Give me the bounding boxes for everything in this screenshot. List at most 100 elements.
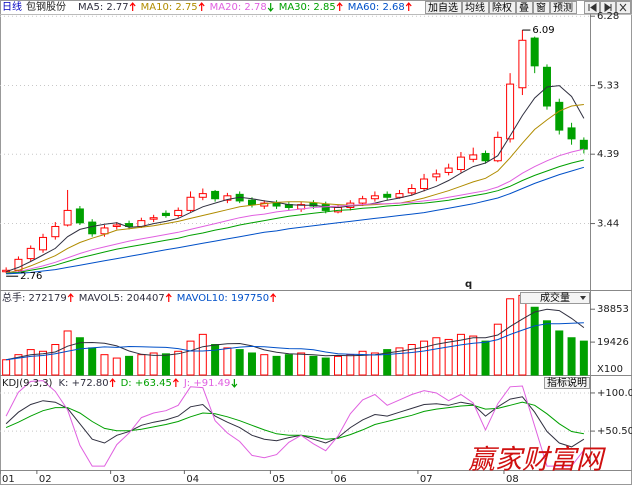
candle-body bbox=[321, 204, 330, 211]
volume-bar bbox=[444, 338, 453, 376]
toolbar-button[interactable] bbox=[550, 1, 577, 14]
candle-body bbox=[149, 217, 158, 220]
selector-box[interactable] bbox=[520, 292, 590, 304]
volume-bar bbox=[530, 306, 539, 376]
volume-bar bbox=[309, 355, 318, 376]
candle-body bbox=[174, 209, 183, 217]
volume-bar bbox=[2, 359, 11, 376]
volume-bar bbox=[346, 354, 355, 376]
x-tick-label: 06 bbox=[334, 474, 347, 485]
trend-arrow bbox=[109, 378, 116, 387]
volume-bar bbox=[51, 344, 60, 376]
series-line bbox=[5, 380, 585, 467]
volume-bar bbox=[284, 354, 293, 376]
trend-arrow bbox=[405, 2, 412, 11]
legend-entry: D: +63.45 bbox=[121, 378, 172, 389]
candle-body bbox=[211, 190, 220, 200]
nav-icon bbox=[619, 3, 627, 12]
x-tick-label: 04 bbox=[186, 474, 199, 485]
series-line bbox=[6, 166, 585, 275]
candle-body bbox=[481, 152, 490, 162]
min-annotation: 2.76 bbox=[20, 271, 42, 282]
legend-entry: MA20: 2.78 bbox=[210, 2, 267, 13]
series-line bbox=[5, 396, 585, 448]
toolbar-button[interactable] bbox=[516, 1, 533, 14]
candle-body bbox=[161, 212, 170, 217]
volume-bar bbox=[223, 347, 232, 376]
x-tick-label: 03 bbox=[113, 474, 126, 485]
candle-body bbox=[383, 193, 392, 198]
candle-body bbox=[39, 236, 48, 251]
trend-arrow bbox=[231, 379, 238, 388]
candle-body bbox=[223, 195, 232, 201]
toolbar-button[interactable] bbox=[462, 1, 489, 14]
candle-body bbox=[370, 195, 379, 200]
volume-bar bbox=[198, 333, 207, 376]
dropdown-icon bbox=[580, 296, 586, 300]
y-tick-label: 3.44 bbox=[597, 219, 619, 230]
series-line bbox=[5, 85, 585, 273]
volume-bar bbox=[272, 355, 281, 376]
period-label: 日线 bbox=[2, 0, 22, 13]
x-tick-label: 08 bbox=[506, 474, 519, 485]
x-tick-label: 07 bbox=[420, 474, 433, 485]
series-line bbox=[6, 159, 585, 274]
volume-bar bbox=[456, 333, 465, 376]
candle-body bbox=[407, 188, 416, 194]
toolbar-button[interactable] bbox=[489, 1, 516, 14]
candle-body bbox=[444, 167, 453, 173]
volume-bar bbox=[579, 340, 588, 376]
toolbar-button[interactable] bbox=[533, 1, 550, 14]
trend-arrow bbox=[336, 2, 343, 11]
candle-body bbox=[456, 156, 465, 171]
toolbar-button[interactable] bbox=[425, 1, 462, 14]
volume-bar bbox=[395, 347, 404, 376]
volume-bar bbox=[481, 340, 490, 376]
volume-bar bbox=[493, 323, 502, 376]
x-tick-label: 05 bbox=[272, 474, 285, 485]
legend-entry: MA10: 2.75 bbox=[141, 2, 198, 13]
candle-body bbox=[334, 206, 343, 213]
candle-body bbox=[530, 37, 539, 67]
legend-entry: MA5: 2.77 bbox=[78, 2, 129, 13]
volume-bar bbox=[39, 350, 48, 376]
nav-icon bbox=[588, 3, 597, 12]
indicator-button[interactable] bbox=[544, 377, 590, 389]
volume-bar bbox=[420, 340, 429, 376]
candle-body bbox=[420, 178, 429, 190]
candle-body bbox=[63, 209, 72, 226]
volume-bar bbox=[260, 354, 269, 376]
candle-body bbox=[579, 139, 588, 150]
y-tick-label: 5.33 bbox=[597, 81, 619, 92]
trend-arrow bbox=[165, 293, 172, 302]
volume-bar bbox=[383, 349, 392, 376]
series-line bbox=[6, 148, 585, 274]
candle-body bbox=[518, 39, 527, 89]
volume-bar bbox=[334, 355, 343, 376]
selector-label: 成交量 bbox=[540, 291, 570, 304]
volume-bar bbox=[211, 344, 220, 376]
candle-body bbox=[272, 202, 281, 207]
legend-entry: J: +91.49 bbox=[183, 378, 231, 389]
candle-body bbox=[100, 227, 109, 235]
volume-bar bbox=[125, 355, 134, 376]
volume-bar bbox=[432, 337, 441, 376]
toolbar-label: 加自选 bbox=[428, 1, 458, 14]
indicator-button-label: 指标说明 bbox=[547, 376, 587, 389]
y-tick-label: 19426 bbox=[597, 337, 629, 348]
volume-bar bbox=[469, 335, 478, 376]
volume-bar bbox=[555, 330, 564, 376]
toolbar-label: 除权 bbox=[492, 1, 512, 14]
volume-bar bbox=[112, 357, 121, 376]
trend-arrow bbox=[270, 293, 277, 302]
legend-entry: MA60: 2.68 bbox=[348, 2, 405, 13]
trend-arrow bbox=[267, 3, 274, 12]
legend-entry: K: +72.80 bbox=[58, 378, 108, 389]
x-tick-label: 02 bbox=[39, 474, 52, 485]
max-annotation: 6.09 bbox=[532, 25, 554, 36]
volume-bar bbox=[247, 352, 256, 376]
y-tick-label: 38853 bbox=[597, 304, 629, 315]
